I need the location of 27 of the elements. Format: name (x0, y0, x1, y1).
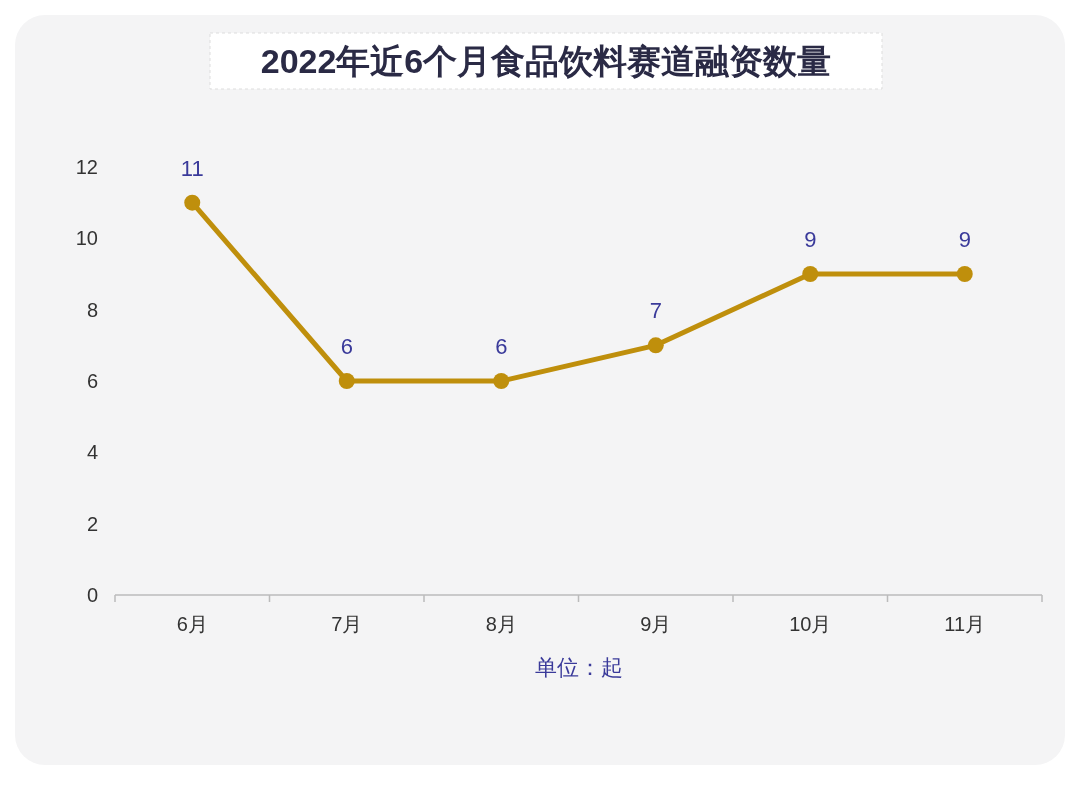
y-tick-label: 2 (86, 512, 98, 535)
chart-title: 2022年近6个月食品饮料赛道融资数量 (260, 42, 832, 80)
y-tick-label: 10 (75, 227, 98, 250)
x-tick-label: 10月 (789, 613, 832, 635)
point (647, 337, 664, 354)
x-axis-title: 单位：起 (534, 655, 623, 680)
data-label: 9 (804, 227, 817, 252)
data-label: 6 (495, 334, 508, 359)
data-label: 7 (649, 298, 662, 324)
y-tick-label: 6 (86, 370, 98, 392)
y-tick-label: 8 (86, 298, 98, 321)
x-tick-label: 9月 (640, 613, 672, 635)
point (802, 266, 819, 282)
x-tick-label: 8月 (485, 613, 517, 635)
point (184, 194, 201, 211)
point (956, 266, 973, 282)
x-tick-label: 7月 (331, 613, 363, 635)
point (338, 373, 355, 389)
y-tick-label: 4 (86, 441, 98, 464)
data-label: 9 (958, 227, 971, 252)
data-label: 6 (340, 334, 353, 359)
data-label: 11 (180, 155, 204, 181)
y-tick-label: 0 (86, 584, 98, 606)
y-tick-label: 12 (75, 156, 98, 178)
x-tick-label: 11月 (944, 613, 986, 635)
x-tick-label: 6月 (176, 613, 208, 635)
point (493, 373, 510, 389)
